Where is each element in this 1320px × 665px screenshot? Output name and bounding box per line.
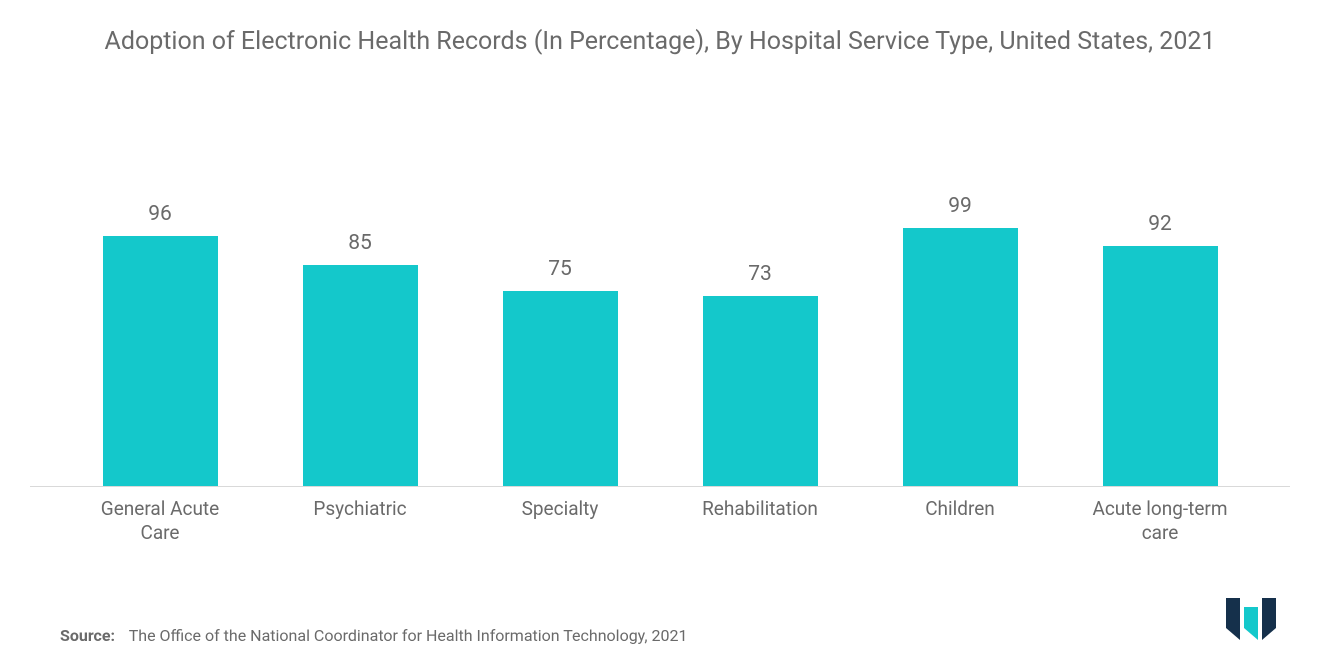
bar-value-label: 96: [148, 202, 172, 226]
bar-group: 75: [485, 119, 635, 486]
bar: [103, 236, 218, 486]
bar: [503, 291, 618, 486]
chart-x-labels: General Acute Care Psychiatric Specialty Re…: [30, 487, 1290, 546]
bar-value-label: 85: [348, 231, 372, 255]
brand-logo-icon: [1226, 598, 1282, 640]
bar-value-label: 75: [548, 257, 572, 281]
bar: [703, 296, 818, 486]
bar: [903, 228, 1018, 485]
bar-category-label: Children: [885, 497, 1035, 546]
bar-group: 85: [285, 119, 435, 486]
source-text: The Office of the National Coordinator f…: [129, 626, 688, 645]
bar: [303, 265, 418, 486]
bar-category-label: Acute long-term care: [1085, 497, 1235, 546]
bar-value-label: 99: [948, 194, 972, 218]
chart-plot-area: 96 85 75 73 99 92: [30, 119, 1290, 487]
source-citation: Source: The Office of the National Coord…: [30, 626, 1290, 645]
chart-container: Adoption of Electronic Health Records (I…: [0, 0, 1320, 665]
chart-title: Adoption of Electronic Health Records (I…: [30, 25, 1290, 59]
bar-group: 99: [885, 119, 1035, 486]
bar-group: 92: [1085, 119, 1235, 486]
bar-group: 73: [685, 119, 835, 486]
bar: [1103, 246, 1218, 485]
bar-value-label: 92: [1148, 212, 1172, 236]
bar-group: 96: [85, 119, 235, 486]
bar-category-label: Specialty: [485, 497, 635, 546]
bar-category-label: General Acute Care: [85, 497, 235, 546]
bar-category-label: Rehabilitation: [685, 497, 835, 546]
source-label: Source:: [60, 626, 115, 645]
bar-category-label: Psychiatric: [285, 497, 435, 546]
bar-value-label: 73: [748, 262, 772, 286]
